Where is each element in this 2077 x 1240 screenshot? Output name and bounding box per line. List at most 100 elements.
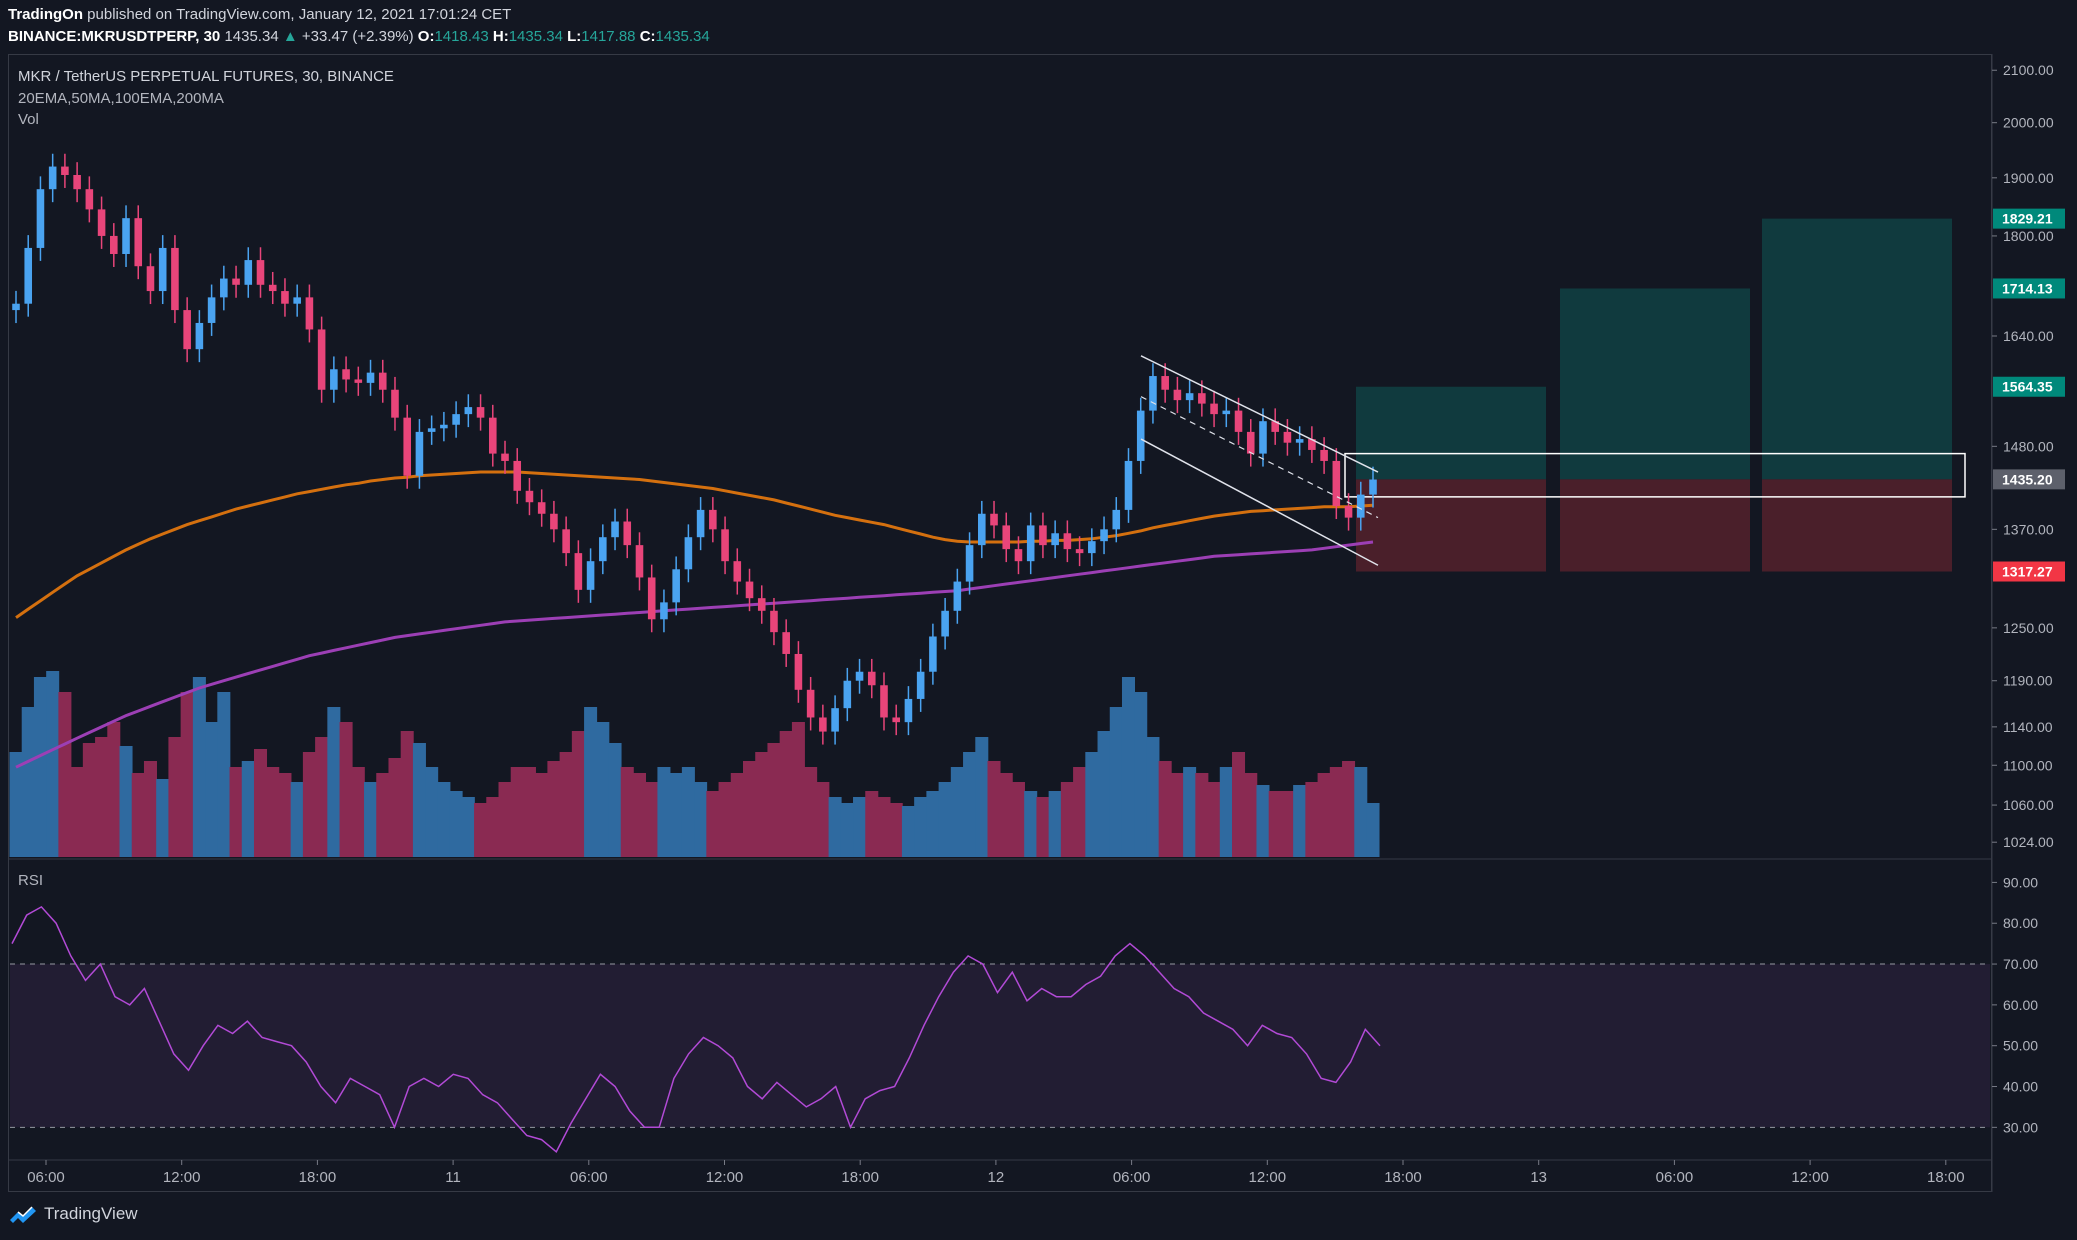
candle-body[interactable] <box>1234 410 1243 432</box>
candle-body[interactable] <box>1026 525 1035 562</box>
candle-body[interactable] <box>1161 376 1169 390</box>
candle-body[interactable] <box>550 513 558 530</box>
candle-body[interactable] <box>256 260 265 285</box>
candle-body[interactable] <box>978 513 986 546</box>
candle-body[interactable] <box>1356 494 1365 518</box>
candle-body[interactable] <box>366 372 375 383</box>
candle-body[interactable] <box>122 218 130 254</box>
candle-body[interactable] <box>403 417 411 476</box>
candle-body[interactable] <box>1344 506 1353 518</box>
candle-body[interactable] <box>1063 533 1072 550</box>
candle-body[interactable] <box>97 209 106 236</box>
candle-body[interactable] <box>195 322 204 350</box>
candle-body[interactable] <box>1149 376 1157 411</box>
candle-body[interactable] <box>1320 449 1328 461</box>
footer-brand[interactable]: TradingView <box>44 1204 138 1223</box>
candle-body[interactable] <box>415 431 424 476</box>
candle-body[interactable] <box>611 521 619 538</box>
candle-body[interactable] <box>1210 403 1218 415</box>
candle-body[interactable] <box>317 329 326 390</box>
candle-body[interactable] <box>281 291 289 304</box>
candle-body[interactable] <box>586 561 595 590</box>
channel-upper-line[interactable] <box>1140 355 1379 473</box>
candle-body[interactable] <box>36 189 45 248</box>
entry-box[interactable] <box>1344 452 1966 498</box>
candle-body[interactable] <box>440 424 448 429</box>
candle-body[interactable] <box>562 529 570 554</box>
candle-body[interactable] <box>24 247 33 304</box>
candle-body[interactable] <box>1185 393 1194 401</box>
candle-body[interactable] <box>146 266 155 292</box>
candle-body[interactable] <box>709 509 717 530</box>
candle-body[interactable] <box>85 189 94 210</box>
candle-body[interactable] <box>1051 533 1059 546</box>
candle-body[interactable] <box>1100 529 1108 542</box>
candle-body[interactable] <box>293 297 301 304</box>
candle-body[interactable] <box>929 636 937 672</box>
candle-body[interactable] <box>427 428 436 432</box>
candle-body[interactable] <box>672 569 680 603</box>
candle-body[interactable] <box>61 166 69 175</box>
stop-zone[interactable] <box>1762 479 1952 572</box>
candle-body[interactable] <box>1271 421 1279 432</box>
candle-body[interactable] <box>1259 421 1267 454</box>
candle-body[interactable] <box>158 247 167 292</box>
candle-body[interactable] <box>476 407 485 418</box>
candle-body[interactable] <box>1332 460 1341 507</box>
candle-body[interactable] <box>733 561 742 582</box>
candle-body[interactable] <box>220 278 228 298</box>
candle-body[interactable] <box>819 717 827 732</box>
candle-body[interactable] <box>623 521 632 546</box>
candle-body[interactable] <box>342 369 350 380</box>
candle-body[interactable] <box>1136 410 1145 461</box>
candle-body[interactable] <box>794 653 803 690</box>
candle-body[interactable] <box>183 310 191 350</box>
candle-body[interactable] <box>696 509 705 538</box>
candle-body[interactable] <box>1198 393 1206 404</box>
candle-body[interactable] <box>1222 410 1231 415</box>
candle-body[interactable] <box>635 545 644 578</box>
target-zone[interactable] <box>1356 386 1546 480</box>
candle-body[interactable] <box>73 174 81 190</box>
stop-zone[interactable] <box>1560 479 1750 572</box>
candle-body[interactable] <box>391 389 399 418</box>
candle-body[interactable] <box>1369 479 1377 495</box>
candle-body[interactable] <box>904 698 913 723</box>
candle-body[interactable] <box>990 513 998 526</box>
candle-body[interactable] <box>305 297 314 330</box>
stop-zone[interactable] <box>1356 479 1546 572</box>
candle-body[interactable] <box>647 577 656 620</box>
candle-body[interactable] <box>941 610 949 637</box>
candle-body[interactable] <box>721 529 729 562</box>
candle-body[interactable] <box>1075 549 1084 554</box>
candle-body[interactable] <box>232 278 240 285</box>
candle-body[interactable] <box>354 379 363 383</box>
candle-body[interactable] <box>770 610 778 633</box>
candle-body[interactable] <box>867 671 876 686</box>
candle-body[interactable] <box>537 502 546 514</box>
candle-body[interactable] <box>488 417 497 454</box>
candle-body[interactable] <box>268 284 277 292</box>
candle-body[interactable] <box>574 553 583 590</box>
candle-body[interactable] <box>244 260 253 285</box>
candle-body[interactable] <box>831 708 839 732</box>
channel-mid-line[interactable] <box>1140 396 1379 519</box>
tradingview-logo-icon[interactable] <box>8 1204 38 1224</box>
candle-body[interactable] <box>660 602 668 620</box>
candle-body[interactable] <box>1246 431 1255 454</box>
candle-body[interactable] <box>1124 460 1133 510</box>
candle-body[interactable] <box>892 717 901 723</box>
candle-body[interactable] <box>513 460 522 491</box>
candle-body[interactable] <box>880 685 888 718</box>
candle-body[interactable] <box>965 545 974 582</box>
candle-body[interactable] <box>745 581 754 599</box>
candle-body[interactable] <box>134 218 143 267</box>
candle-body[interactable] <box>452 414 460 425</box>
candle-body[interactable] <box>464 407 473 415</box>
candle-body[interactable] <box>684 537 693 570</box>
candle-body[interactable] <box>48 166 57 190</box>
candle-body[interactable] <box>110 235 118 254</box>
candle-body[interactable] <box>171 247 179 311</box>
candle-body[interactable] <box>953 581 962 611</box>
